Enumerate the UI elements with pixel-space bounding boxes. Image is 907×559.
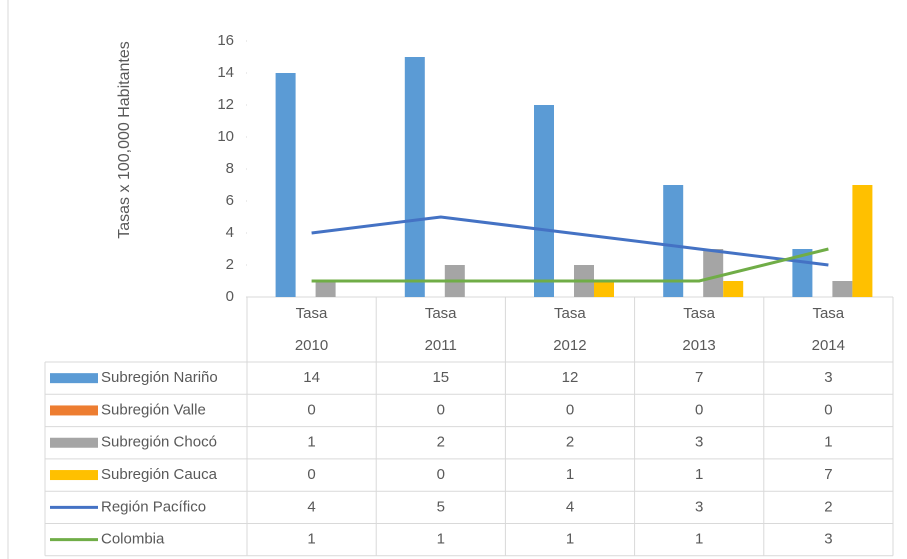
bar — [832, 281, 853, 297]
table-value: 12 — [562, 369, 579, 386]
y-tick-label: 10 — [217, 128, 234, 145]
category-header: Tasa 2014 — [764, 298, 893, 362]
legend-swatch — [50, 405, 98, 416]
table-value: 3 — [695, 434, 703, 451]
legend-label: Colombia — [101, 531, 165, 548]
table-value: 1 — [307, 434, 315, 451]
x-tick-label: Tasa 2012 — [553, 305, 587, 354]
legend-label: Subregión Valle — [101, 401, 206, 418]
table-value: 1 — [695, 466, 703, 483]
line — [311, 215, 829, 267]
table-value: 7 — [824, 466, 832, 483]
y-axis-label: Tasas x 100,000 Habitantes — [116, 41, 133, 238]
legend-swatch — [50, 470, 98, 481]
bar — [723, 281, 744, 297]
category-header: Tasa 2010 — [247, 298, 376, 362]
y-tick-label: 2 — [226, 256, 234, 273]
table-value: 0 — [824, 401, 832, 418]
y-tick-label: 14 — [217, 64, 234, 81]
bar — [315, 281, 336, 297]
bar — [663, 185, 684, 297]
table-value: 3 — [695, 498, 703, 515]
bar — [594, 281, 614, 297]
legend-label: Región Pacífico — [101, 498, 206, 515]
table-value: 1 — [695, 531, 703, 548]
table-value: 5 — [437, 498, 445, 515]
category-header: Tasa 2011 — [376, 298, 505, 362]
y-tick-label: 8 — [226, 160, 234, 177]
table-value: 4 — [566, 498, 574, 515]
table-value: 3 — [824, 369, 832, 386]
table-value: 7 — [695, 369, 703, 386]
x-tick-label: Tasa 2011 — [424, 305, 457, 354]
table-value: 1 — [307, 531, 315, 548]
table-value: 0 — [307, 466, 315, 483]
table-value: 3 — [824, 531, 832, 548]
y-tick-label: 12 — [217, 96, 234, 113]
table-value: 0 — [307, 401, 315, 418]
legend-label: Subregión Chocó — [101, 434, 217, 451]
table-value: 0 — [695, 401, 703, 418]
table-value: 4 — [307, 498, 315, 515]
table-value: 2 — [566, 434, 574, 451]
line — [311, 247, 829, 283]
x-tick-label: Tasa 2014 — [811, 305, 845, 354]
y-tick-label: 0 — [226, 288, 234, 305]
x-tick-label: Tasa 2010 — [294, 305, 329, 354]
table-value: 0 — [437, 401, 445, 418]
bar — [534, 105, 554, 297]
y-tick-label: 16 — [217, 32, 234, 49]
table-value: 0 — [437, 466, 445, 483]
bar — [852, 185, 873, 297]
table-value: 1 — [437, 531, 445, 548]
table-value: 1 — [566, 531, 574, 548]
legend-swatch — [50, 373, 98, 384]
category-header: Tasa 2012 — [505, 298, 634, 362]
table-value: 2 — [824, 498, 832, 515]
category-header: Tasa 2013 — [635, 298, 764, 362]
y-tick-label: 4 — [226, 224, 234, 241]
table-value: 2 — [437, 434, 445, 451]
legend-swatch — [50, 437, 98, 448]
table-value: 0 — [566, 401, 574, 418]
bar — [404, 57, 425, 297]
bar — [275, 73, 296, 297]
x-tick-label: Tasa 2013 — [682, 305, 716, 354]
legend-label: Subregión Cauca — [101, 466, 218, 483]
bar — [703, 249, 724, 297]
legend-label: Subregión Nariño — [101, 369, 218, 386]
table-value: 14 — [303, 369, 320, 386]
y-tick-label: 6 — [226, 192, 234, 209]
table-value: 1 — [824, 434, 832, 451]
table-value: 1 — [566, 466, 574, 483]
table-value: 15 — [432, 369, 449, 386]
